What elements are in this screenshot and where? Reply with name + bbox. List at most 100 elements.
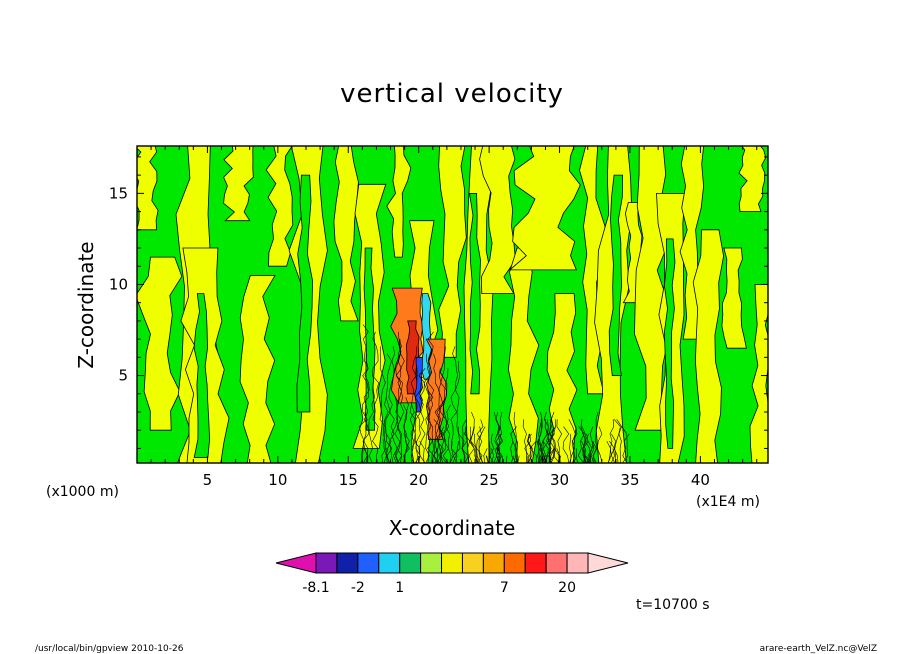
y-tick-label: 5 (118, 367, 128, 385)
contour-line (613, 419, 621, 463)
plot-area (137, 146, 768, 463)
positive-cell-8 (333, 146, 359, 322)
contour-line (391, 397, 399, 463)
x-tick-label: 10 (268, 471, 287, 489)
contour-line (540, 441, 544, 463)
positive-cell-16 (508, 146, 581, 271)
contour-line (512, 440, 518, 463)
contour-line (541, 426, 549, 463)
negative-cell-4 (608, 174, 624, 376)
negative-cell-1 (296, 174, 313, 413)
contour-line (433, 353, 440, 463)
contour-line (616, 419, 622, 463)
contour-line (381, 397, 389, 463)
colorbar: -8.1 -2 1 7 20 (275, 552, 629, 596)
contour-line (526, 433, 532, 463)
x-tick-label: 25 (480, 471, 499, 489)
contour-line (592, 411, 599, 463)
contour-line (548, 419, 555, 463)
contour-line (606, 440, 611, 463)
contour-line (596, 426, 603, 463)
contour-line (589, 426, 595, 463)
contour-line (573, 448, 577, 463)
contour-line (537, 411, 543, 463)
contour-line (426, 389, 435, 463)
contour-line (541, 455, 544, 463)
contour-line (607, 440, 615, 463)
contour-line (476, 455, 481, 463)
colorbar-label: 20 (558, 580, 576, 596)
colorbar-label: -2 (351, 580, 365, 596)
positive-cell-26 (738, 146, 767, 212)
colorbar-slot (566, 552, 589, 574)
contour-line (361, 324, 369, 463)
colorbar-slot (357, 552, 380, 574)
contour-line (458, 426, 465, 463)
colorbar-label: 1 (395, 580, 404, 596)
contour-line (568, 433, 572, 463)
contour-line (371, 331, 380, 463)
y-tick-label: 15 (109, 184, 128, 202)
contour-line (571, 426, 578, 463)
axes: 5 10 15 20 25 30 35 40 5 10 15 (109, 145, 769, 489)
x-unit-left: (x1000 m) (46, 484, 119, 500)
contour-line (476, 426, 483, 463)
contour-line (483, 448, 488, 463)
contour-line (423, 353, 431, 463)
x-tick-label: 40 (691, 471, 710, 489)
colorbar-slot (336, 552, 359, 574)
x-tick-label: 15 (339, 471, 358, 489)
negative-cell-2 (363, 247, 376, 431)
contour-line (486, 455, 489, 463)
contour-line (360, 441, 364, 463)
positive-cell-5 (239, 275, 276, 463)
contour-line (504, 455, 508, 463)
contour-line (585, 455, 593, 463)
contour-line (487, 455, 491, 463)
x-tick-label: 30 (550, 471, 569, 489)
plot-frame (136, 145, 769, 464)
contour-line (445, 404, 452, 463)
x-tick-label: 5 (203, 471, 213, 489)
contour-line (580, 419, 587, 463)
colorbar-slot (503, 552, 526, 574)
contour-line (439, 426, 445, 463)
contour-line (368, 382, 375, 463)
contour-line (610, 448, 615, 463)
contour-line (395, 339, 403, 463)
contour-line (436, 368, 444, 463)
colorbar-slot (315, 552, 338, 574)
contour-line (394, 339, 402, 463)
positive-cell-24 (692, 229, 725, 463)
contour-line (589, 441, 594, 463)
contour-line (489, 433, 495, 463)
contour-line (415, 441, 420, 463)
colorbar-slot (482, 552, 505, 574)
footer-left: /usr/local/bin/gpview 2010-10-26 (35, 644, 184, 654)
x-axis-title: X-coordinate (389, 516, 516, 540)
contour-line (464, 426, 471, 463)
contour-line (434, 404, 442, 463)
negative-cell-5 (663, 238, 676, 449)
contour-line (418, 368, 426, 463)
y-tick-label: 10 (109, 275, 128, 293)
contour-line (490, 448, 494, 463)
contour-line (452, 441, 459, 463)
contour-line (621, 426, 629, 463)
contour-line (493, 448, 498, 463)
chart-title: vertical velocity (340, 79, 564, 109)
footer-right: arare-earth_VelZ.nc@VelZ (760, 644, 877, 654)
colorbar-slot (378, 552, 401, 574)
positive-cell-4 (223, 146, 254, 222)
contour-line (622, 433, 630, 463)
contour-line (611, 433, 619, 463)
positive-cell-1 (137, 256, 183, 431)
contour-line (362, 353, 370, 463)
contour-line (526, 455, 529, 463)
colorbar-slot (545, 552, 568, 574)
contour-line (437, 426, 442, 463)
contour-line (379, 346, 387, 463)
time-label: t=10700 s (636, 597, 710, 613)
contour-line (397, 331, 405, 463)
contour-line (409, 346, 418, 463)
